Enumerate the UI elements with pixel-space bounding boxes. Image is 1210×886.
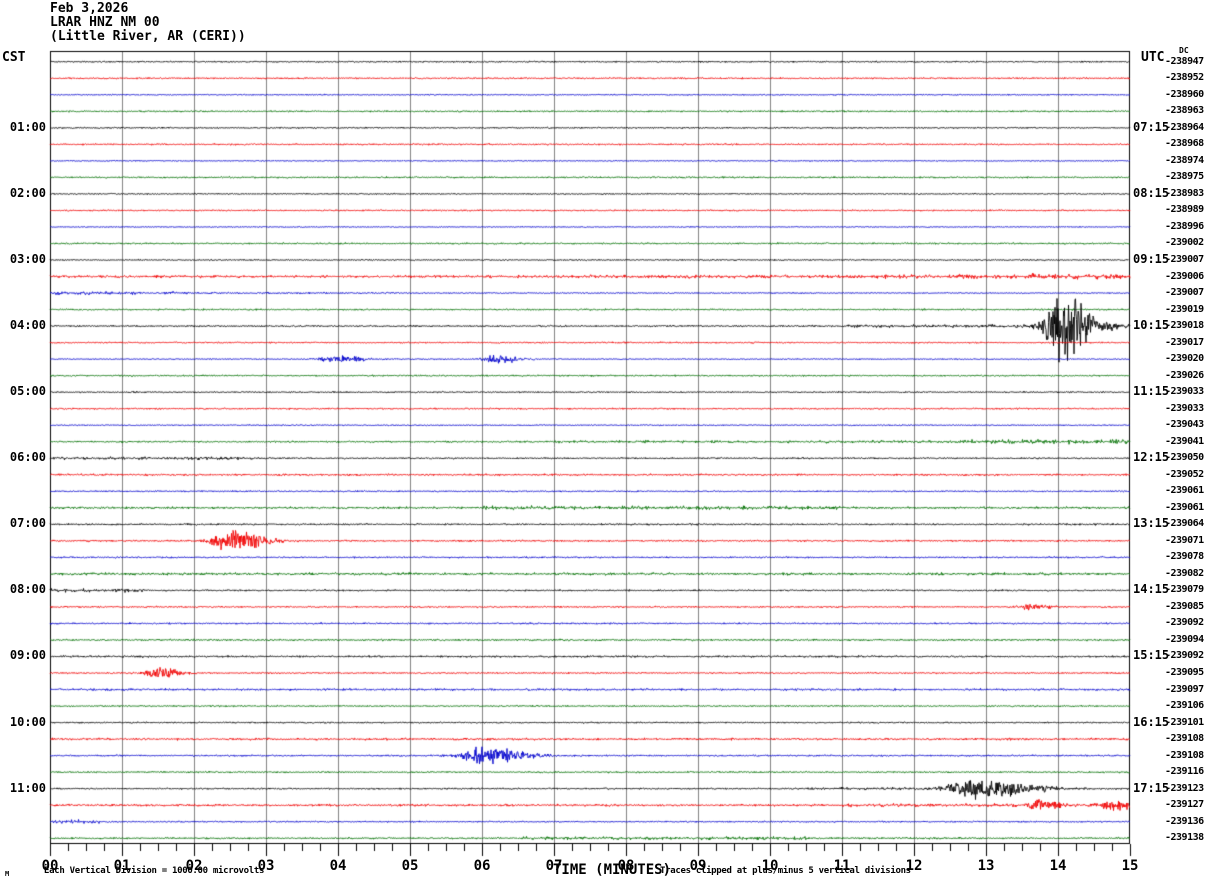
trace-offset-value: -239127: [1165, 799, 1204, 811]
trace-offset-value: -239007: [1165, 253, 1204, 265]
cst-hour-label: 01:00: [9, 119, 46, 134]
trace-offset-value: -238960: [1165, 88, 1204, 100]
minute-tick-label: 14: [1049, 858, 1067, 874]
utc-hour-label: 15:15: [1133, 648, 1170, 663]
utc-hour-label: 09:15: [1133, 251, 1170, 266]
trace-offset-value: -239007: [1165, 287, 1204, 299]
trace-offset-value: -239043: [1165, 419, 1204, 431]
cst-hour-label: 08:00: [9, 582, 46, 597]
trace-offset-value: -239033: [1165, 386, 1204, 398]
utc-hour-label: 10:15: [1133, 318, 1170, 333]
corner-mark: M: [5, 870, 10, 878]
trace-offset-value: -239052: [1165, 468, 1204, 480]
header-location: (Little River, AR (CERI)): [50, 29, 246, 44]
minute-tick-label: 00: [41, 858, 59, 874]
header-station: LRAR HNZ NM 00: [50, 15, 160, 30]
cst-hour-label: 07:00: [9, 516, 46, 531]
minute-tick-label: 07: [545, 858, 563, 874]
utc-hour-label: 16:15: [1133, 714, 1170, 729]
trace-offset-value: -239026: [1165, 369, 1204, 381]
utc-hour-label: 12:15: [1133, 450, 1170, 465]
dc-label: DC: [1179, 46, 1189, 55]
trace-offset-value: -239123: [1165, 782, 1204, 794]
minute-tick-label: 09: [689, 858, 707, 874]
trace-offset-value: -239061: [1165, 501, 1204, 513]
trace-offset-value: -238947: [1165, 55, 1204, 67]
trace-offset-value: -238975: [1165, 171, 1204, 183]
trace-offset-value: -239092: [1165, 617, 1204, 629]
minute-tick-label: 12: [905, 858, 923, 874]
trace-offset-value: -238989: [1165, 204, 1204, 216]
trace-offset-value: -239017: [1165, 336, 1204, 348]
trace-offset-value: -238963: [1165, 105, 1204, 117]
trace-offset-value: -239108: [1165, 749, 1204, 761]
trace-offset-value: -239071: [1165, 534, 1204, 546]
trace-offset-value: -239085: [1165, 600, 1204, 612]
cst-hour-label: 03:00: [9, 251, 46, 266]
plot-header: Feb 3,2026 LRAR HNZ NM 00 (Little River,…: [50, 2, 246, 44]
trace-offset-value: -238964: [1165, 121, 1204, 133]
trace-offset-value: -239041: [1165, 435, 1204, 447]
minute-tick-label: 15: [1121, 858, 1139, 874]
trace-offset-value: -239050: [1165, 452, 1204, 464]
cst-hour-label: 10:00: [9, 714, 46, 729]
minute-tick-label: 04: [329, 858, 347, 874]
utc-hour-label: 13:15: [1133, 516, 1170, 531]
utc-hour-label: 07:15: [1133, 119, 1170, 134]
trace-offset-value: -238952: [1165, 72, 1204, 84]
trace-offset-value: -239020: [1165, 353, 1204, 365]
left-timezone-label: CST: [2, 50, 26, 65]
minute-tick-label: 11: [833, 858, 851, 874]
trace-offset-value: -239002: [1165, 237, 1204, 249]
trace-offset-value: -239136: [1165, 815, 1204, 827]
minute-tick-label: 08: [617, 858, 635, 874]
clip-note: Traces clipped at plus/minus 5 vertical …: [660, 866, 911, 876]
trace-offset-value: -239116: [1165, 766, 1204, 778]
header-date: Feb 3,2026: [50, 1, 129, 16]
cst-hour-label: 06:00: [9, 450, 46, 465]
minute-tick-label: 13: [977, 858, 995, 874]
x-axis-title: TIME (MINUTES): [553, 862, 672, 878]
trace-offset-value: -239101: [1165, 716, 1204, 728]
trace-offset-value: -239064: [1165, 518, 1204, 530]
trace-offset-value: -239079: [1165, 584, 1204, 596]
trace-offset-value: -238974: [1165, 154, 1204, 166]
cst-hour-label: 02:00: [9, 185, 46, 200]
trace-offset-value: -238996: [1165, 220, 1204, 232]
utc-hour-label: 14:15: [1133, 582, 1170, 597]
trace-offset-value: -239108: [1165, 733, 1204, 745]
trace-offset-value: -239095: [1165, 667, 1204, 678]
trace-offset-value: -239106: [1165, 700, 1204, 712]
trace-offset-value: -239092: [1165, 650, 1204, 662]
minute-tick-label: 10: [761, 858, 779, 874]
minute-tick-label: 03: [257, 858, 275, 874]
trace-offset-value: -239006: [1165, 270, 1204, 282]
trace-offset-value: -239078: [1165, 551, 1204, 563]
minute-tick-label: 01: [113, 858, 131, 874]
utc-hour-label: 11:15: [1133, 384, 1170, 399]
cst-hour-label: 05:00: [9, 384, 46, 399]
right-timezone-label: UTC: [1141, 50, 1165, 65]
trace-offset-value: -239019: [1165, 303, 1204, 315]
cst-hour-label: 11:00: [9, 780, 46, 795]
trace-offset-value: -238983: [1165, 187, 1204, 199]
scale-note: Each Vertical Division = 1000.00 microvo…: [44, 866, 265, 876]
minute-tick-label: 05: [401, 858, 419, 874]
trace-offset-value: -239018: [1165, 320, 1204, 332]
trace-offset-value: -239138: [1165, 832, 1204, 844]
minute-tick-label: 06: [473, 858, 491, 874]
trace-offset-value: -239094: [1165, 633, 1204, 645]
trace-offset-value: -239097: [1165, 683, 1204, 695]
utc-hour-label: 17:15: [1133, 780, 1170, 795]
utc-hour-label: 08:15: [1133, 185, 1170, 200]
cst-hour-label: 04:00: [9, 318, 46, 333]
minute-tick-label: 02: [185, 858, 203, 874]
trace-offset-value: -239061: [1165, 485, 1204, 497]
cst-hour-label: 09:00: [9, 648, 46, 663]
trace-offset-value: -239033: [1165, 402, 1204, 414]
trace-offset-value: -239082: [1165, 567, 1204, 579]
trace-offset-value: -238968: [1165, 138, 1204, 150]
